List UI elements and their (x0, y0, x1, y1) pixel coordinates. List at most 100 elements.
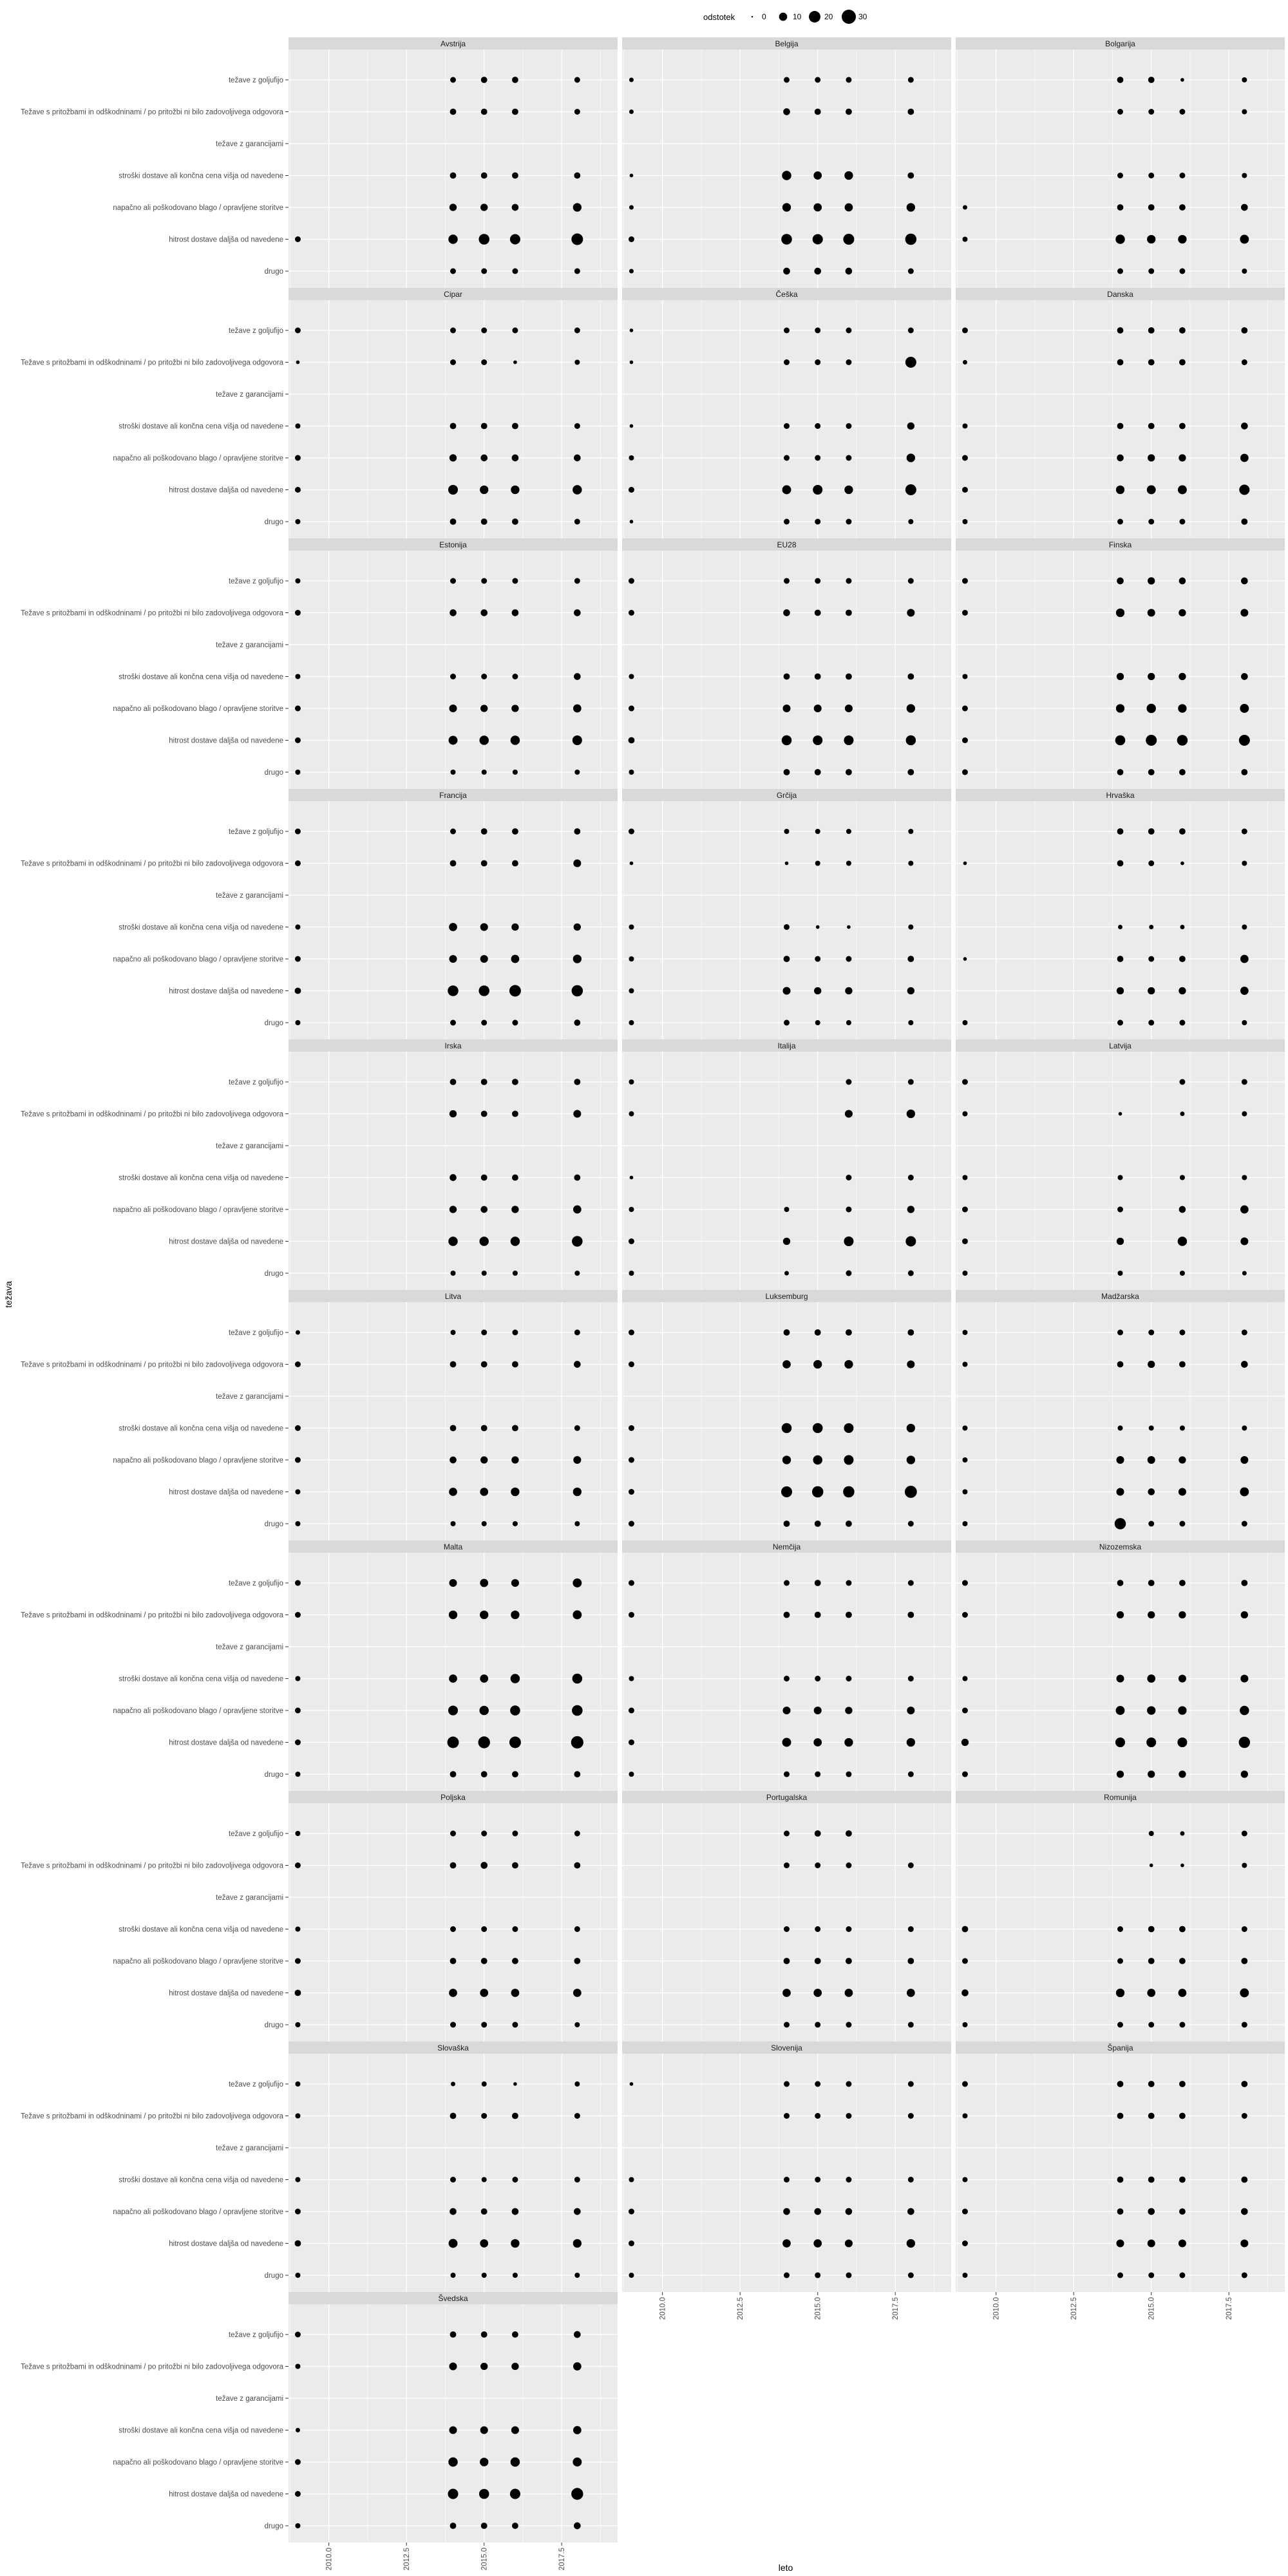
point-Hrvaška-5-2016 (1179, 987, 1186, 995)
point-Irska-1-2018 (573, 1110, 582, 1118)
point-Španija-0-2014 (1117, 2081, 1124, 2087)
point-Cipar-0-2014 (450, 327, 456, 334)
point-Španija-1-2018 (1241, 2113, 1247, 2119)
point-Švedska-5-2009 (294, 2491, 301, 2497)
point-Slovenija-0-2016 (846, 2081, 852, 2087)
point-Finska-6-2014 (1117, 769, 1124, 775)
point-Cipar-5-2014 (448, 484, 459, 495)
point-Italija-4-2009 (629, 1206, 634, 1213)
point-Bolgarija-4-2014 (1117, 204, 1124, 211)
point-Švedska-6-2009 (295, 2523, 301, 2529)
point-Grčija-5-2009 (629, 988, 634, 994)
point-Francija-1-2018 (573, 859, 582, 867)
point-Bolgarija-3-2016 (1179, 173, 1186, 178)
point-Slovenija-4-2016 (845, 2208, 853, 2215)
point-Slovaška-3-2014 (450, 2177, 456, 2183)
panel-title: Irska (444, 1041, 461, 1050)
point-Slovaška-1-2015 (481, 2113, 488, 2119)
point-Španija-4-2015 (1148, 2208, 1155, 2215)
point-Hrvaška-4-2014 (1117, 956, 1124, 962)
point-Malta-1-2018 (573, 1610, 582, 1620)
point-Bolgarija-4-2018 (1241, 204, 1248, 211)
point-Nemčija-5-2014 (782, 1738, 791, 1747)
point-Litva-0-2018 (574, 1329, 580, 1336)
panel-strip (622, 1791, 951, 1803)
point-Italija-0-2009 (629, 1079, 634, 1085)
point-Luksemburg-1-2016 (844, 1359, 853, 1369)
point-Finska-0-2015 (1148, 577, 1155, 585)
point-Nemčija-3-2014 (784, 1676, 790, 1681)
point-Švedska-6-2018 (574, 2522, 581, 2530)
point-Finska-3-2014 (1116, 672, 1124, 681)
point-Malta-0-2015 (480, 1578, 489, 1587)
point-Litva-4-2014 (450, 1456, 457, 1464)
point-Grčija-3-2009 (629, 924, 634, 930)
category-label: stroški dostave ali končna cena višja od… (118, 1425, 283, 1433)
panel-background (622, 2054, 951, 2292)
point-EU28-0-2018 (907, 578, 914, 584)
point-Španija-0-2016 (1179, 2081, 1186, 2087)
category-label: stroški dostave ali končna cena višja od… (118, 423, 283, 431)
panel-Danska: Danska (956, 288, 1285, 538)
point-Švedska-0-2009 (294, 2331, 301, 2338)
point-Španija-4-2014 (1117, 2208, 1124, 2215)
point-Romunija-1-2015 (1149, 1863, 1153, 1868)
point-Italija-1-2018 (906, 1109, 915, 1119)
point-Malta-4-2018 (572, 1705, 583, 1716)
panels: Avstrija Belgija Bolgarija Cipar Češka Danska… (289, 37, 1285, 2543)
panel-Latvija: Latvija (956, 1039, 1285, 1290)
legend: odstotek 0 10 20 30 (703, 10, 867, 24)
point-Avstrija-3-2015 (480, 172, 488, 179)
point-Avstrija-5-2015 (478, 234, 489, 245)
point-Slovaška-4-2014 (450, 2208, 457, 2215)
point-Nizozemska-5-2016 (1177, 1737, 1188, 1748)
panel-title: Cipar (444, 290, 462, 299)
category-label: napačno ali poškodovano blago / opravlje… (113, 956, 283, 963)
point-Poljska-1-2009 (294, 1862, 301, 1868)
point-Danska-0-2014 (1117, 327, 1124, 334)
point-Madžarska-0-2015 (1148, 1329, 1155, 1336)
point-Švedska-0-2018 (574, 2331, 581, 2338)
point-Nizozemska-4-2018 (1240, 1705, 1249, 1716)
point-Slovaška-5-2016 (511, 2239, 520, 2248)
point-Romunija-0-2015 (1148, 1830, 1154, 1837)
point-Belgija-1-2009 (629, 109, 634, 114)
category-label: stroški dostave ali končna cena višja od… (118, 1926, 283, 1934)
point-Slovenija-3-2018 (907, 2177, 914, 2183)
panel-title: Poljska (440, 1793, 466, 1802)
panel-background (956, 1052, 1285, 1290)
point-Španija-6-2015 (1148, 2272, 1155, 2278)
point-Malta-4-2014 (448, 1705, 459, 1716)
point-Madžarska-6-2015 (1148, 1520, 1155, 1527)
point-Hrvaška-4-2016 (1179, 956, 1186, 962)
point-Hrvaška-0-2014 (1117, 828, 1124, 835)
legend-size-10 (779, 12, 788, 21)
point-Finska-1-2014 (1115, 608, 1125, 618)
point-Danska-1-2014 (1117, 359, 1124, 366)
point-Romunija-5-2016 (1178, 1989, 1187, 1997)
x-tick-label: 2015.0 (481, 2548, 489, 2570)
point-EU28-1-2014 (783, 609, 790, 616)
panel-title: Malta (444, 1542, 463, 1551)
point-Litva-4-2016 (511, 1456, 519, 1464)
point-Poljska-5-2009 (294, 1989, 301, 1996)
point-Nizozemska-3-2014 (1116, 1674, 1124, 1683)
category-label: Težave s pritožbami in odškodninami / po… (21, 359, 283, 367)
point-Nemčija-0-2014 (784, 1580, 790, 1586)
point-Luksemburg-1-2018 (907, 1360, 915, 1368)
point-Avstrija-5-2009 (294, 236, 301, 242)
category-label: težave z garancijami (216, 2395, 283, 2403)
panel-strip (289, 2292, 618, 2304)
x-tick-label: 2015.0 (1148, 2297, 1156, 2320)
point-Danska-3-2009 (962, 423, 968, 429)
point-Litva-0-2015 (481, 1329, 488, 1336)
x-tick-label: 2017.5 (892, 2297, 900, 2320)
point-Luksemburg-0-2009 (628, 1329, 634, 1336)
point-Italija-5-2009 (628, 1238, 634, 1244)
point-Cipar-6-2016 (511, 518, 518, 525)
panel-background (956, 1553, 1285, 1791)
point-Nemčija-6-2016 (846, 1771, 852, 1777)
point-Grčija-0-2009 (628, 828, 634, 835)
point-Hrvaška-4-2018 (1240, 954, 1249, 963)
point-Romunija-4-2018 (1241, 1958, 1248, 1964)
